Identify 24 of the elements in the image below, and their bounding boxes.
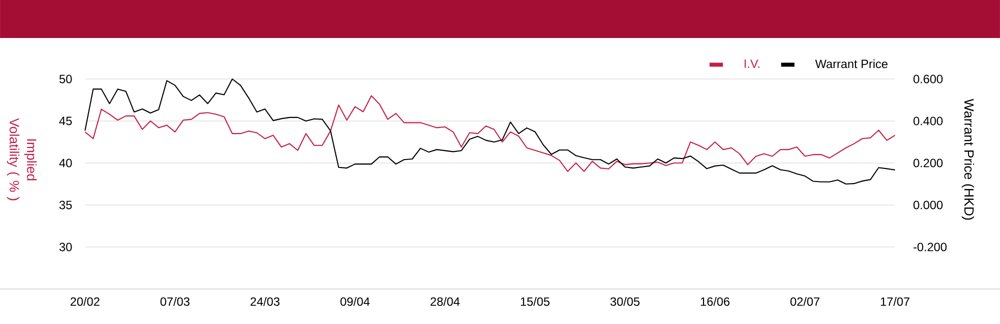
y-tick-label: 45 — [59, 116, 72, 126]
y2-tick-label: 0.400 — [913, 116, 943, 126]
y-tick-label: 50 — [59, 74, 72, 84]
y-axis-title: Implied Volatility ( % ) — [6, 118, 37, 200]
x-tick-label: 16/06 — [700, 297, 730, 306]
x-tick-label: 30/05 — [610, 297, 640, 306]
y-tick-label: 40 — [59, 158, 72, 168]
y2-tick-label: 0.600 — [913, 74, 943, 84]
legend-label: Warrant Price — [815, 59, 888, 68]
y-tick-label: 35 — [59, 200, 72, 210]
x-tick-label: 24/03 — [250, 297, 280, 306]
x-tick-label: 02/07 — [790, 297, 820, 306]
x-tick-label: 07/03 — [160, 297, 190, 306]
x-tick-label: 20/02 — [70, 297, 100, 306]
x-tick-label: 15/05 — [520, 297, 550, 306]
y2-tick-label: 0.200 — [913, 158, 943, 168]
y2-tick-label: -0.200 — [914, 242, 947, 252]
x-tick-label: 28/04 — [430, 297, 460, 306]
legend-label: I.V. — [744, 60, 760, 68]
y2-axis-title: Warrant Price (HKD) — [962, 98, 974, 220]
y-tick-label: 30 — [59, 242, 72, 252]
y2-tick-label: 0.000 — [913, 200, 943, 210]
x-tick-label: 17/07 — [880, 297, 910, 306]
x-tick-label: 09/04 — [340, 297, 370, 306]
